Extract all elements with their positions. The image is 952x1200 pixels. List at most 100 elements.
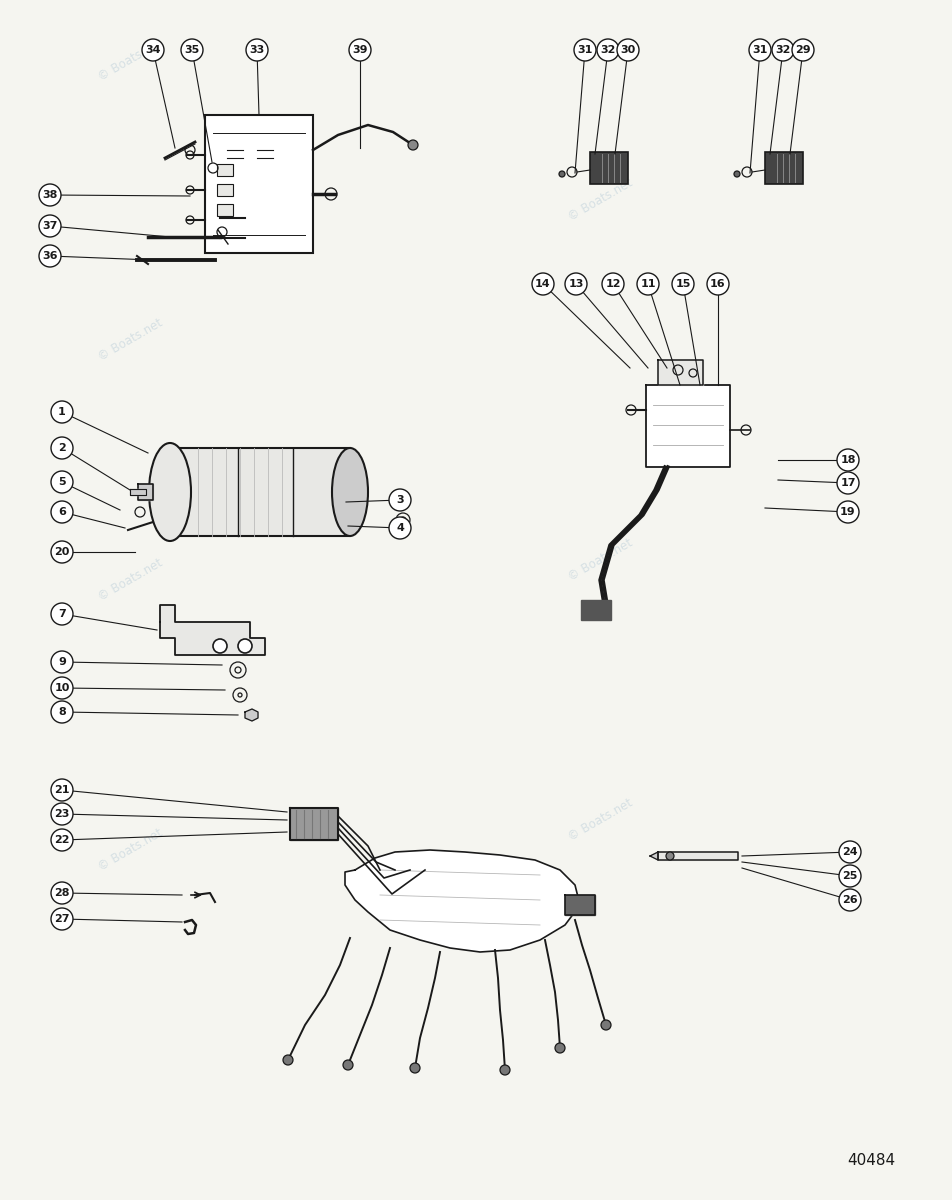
Circle shape	[246, 38, 268, 61]
Polygon shape	[345, 850, 580, 952]
Circle shape	[388, 517, 410, 539]
Text: 17: 17	[840, 478, 855, 488]
Bar	[217, 204, 232, 216]
Text: © Boats.net: © Boats.net	[95, 827, 165, 874]
Polygon shape	[565, 895, 594, 914]
Text: 7: 7	[58, 608, 66, 619]
Circle shape	[142, 38, 164, 61]
Text: 32: 32	[600, 46, 615, 55]
Text: © Boats.net: © Boats.net	[95, 557, 165, 604]
Circle shape	[51, 541, 73, 563]
Polygon shape	[289, 808, 338, 840]
Circle shape	[602, 272, 624, 295]
Circle shape	[51, 401, 73, 424]
Circle shape	[616, 38, 639, 61]
Circle shape	[636, 272, 659, 295]
Text: 4: 4	[396, 523, 404, 533]
Text: 39: 39	[352, 46, 367, 55]
Circle shape	[343, 1060, 352, 1070]
Circle shape	[181, 38, 203, 61]
Text: 8: 8	[58, 707, 66, 716]
Text: 12: 12	[605, 280, 620, 289]
Text: 31: 31	[577, 46, 592, 55]
Text: 24: 24	[842, 847, 857, 857]
Polygon shape	[160, 605, 265, 655]
Polygon shape	[657, 852, 737, 860]
Text: 3: 3	[396, 494, 404, 505]
Circle shape	[791, 38, 813, 61]
Polygon shape	[138, 484, 153, 500]
Text: © Boats.net: © Boats.net	[95, 317, 165, 364]
Circle shape	[665, 852, 673, 860]
Circle shape	[51, 677, 73, 698]
Text: 11: 11	[640, 280, 655, 289]
Circle shape	[565, 272, 586, 295]
Text: 32: 32	[775, 46, 790, 55]
Circle shape	[388, 490, 410, 511]
Circle shape	[39, 245, 61, 268]
Text: 23: 23	[54, 809, 69, 818]
Circle shape	[836, 472, 858, 494]
Bar	[217, 164, 232, 176]
Text: 31: 31	[751, 46, 767, 55]
Text: © Boats.net: © Boats.net	[95, 36, 165, 84]
Circle shape	[51, 701, 73, 722]
Polygon shape	[581, 600, 610, 620]
Circle shape	[838, 841, 860, 863]
Text: 14: 14	[535, 280, 550, 289]
Text: 9: 9	[58, 658, 66, 667]
Circle shape	[733, 172, 739, 178]
Polygon shape	[645, 385, 729, 467]
Circle shape	[601, 1020, 610, 1030]
Text: 6: 6	[58, 506, 66, 517]
Circle shape	[407, 140, 418, 150]
Text: 15: 15	[675, 280, 690, 289]
Circle shape	[51, 502, 73, 523]
Text: 28: 28	[54, 888, 69, 898]
Circle shape	[671, 272, 693, 295]
Text: 2: 2	[58, 443, 66, 452]
Circle shape	[554, 1043, 565, 1052]
Text: © Boats.net: © Boats.net	[565, 797, 634, 844]
Text: 22: 22	[54, 835, 69, 845]
Text: 37: 37	[42, 221, 58, 230]
Circle shape	[51, 779, 73, 802]
Circle shape	[213, 638, 227, 653]
Text: 16: 16	[709, 280, 725, 289]
Circle shape	[531, 272, 553, 295]
Circle shape	[573, 38, 595, 61]
Text: 38: 38	[42, 190, 58, 200]
Text: 29: 29	[794, 46, 810, 55]
Text: 25: 25	[842, 871, 857, 881]
Circle shape	[51, 470, 73, 493]
Text: 5: 5	[58, 476, 66, 487]
Bar	[589, 152, 627, 184]
Circle shape	[51, 829, 73, 851]
Text: © Boats.net: © Boats.net	[565, 536, 634, 583]
Text: 19: 19	[840, 506, 855, 517]
Circle shape	[559, 172, 565, 178]
Text: 30: 30	[620, 46, 635, 55]
Text: 13: 13	[567, 280, 583, 289]
Circle shape	[51, 650, 73, 673]
Bar	[217, 184, 232, 196]
Circle shape	[748, 38, 770, 61]
Text: 20: 20	[54, 547, 69, 557]
Polygon shape	[649, 852, 657, 860]
Bar	[169, 448, 349, 536]
Ellipse shape	[149, 443, 190, 541]
Circle shape	[51, 437, 73, 458]
Circle shape	[836, 449, 858, 470]
Circle shape	[838, 865, 860, 887]
Circle shape	[283, 1055, 292, 1064]
Circle shape	[706, 272, 728, 295]
Text: © Boats.net: © Boats.net	[565, 176, 634, 223]
Text: 35: 35	[184, 46, 199, 55]
Circle shape	[39, 215, 61, 238]
Circle shape	[838, 889, 860, 911]
Text: 40484: 40484	[846, 1153, 894, 1168]
Text: 27: 27	[54, 914, 69, 924]
Text: 33: 33	[249, 46, 265, 55]
Polygon shape	[129, 490, 146, 494]
Text: 26: 26	[842, 895, 857, 905]
